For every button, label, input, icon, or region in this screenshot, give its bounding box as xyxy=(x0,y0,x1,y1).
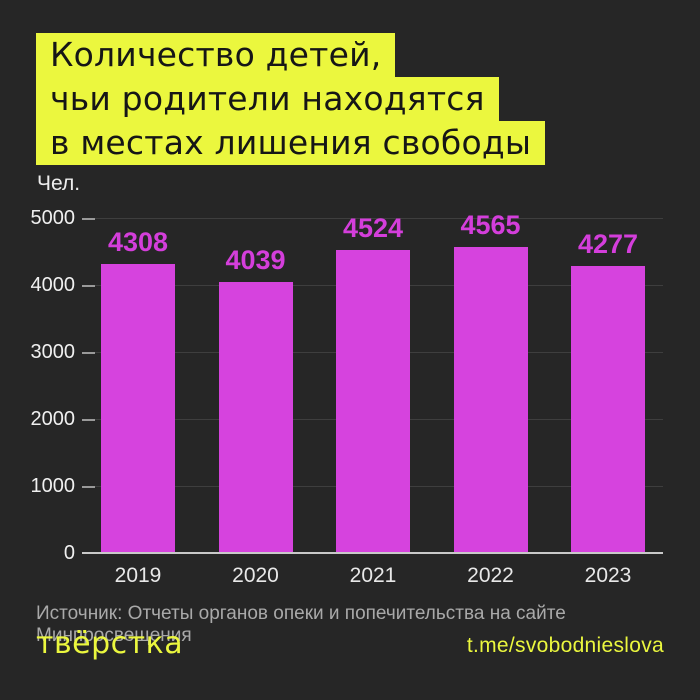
title-line-3: в местах лишения свободы xyxy=(36,121,546,165)
y-axis-tick xyxy=(82,217,95,220)
y-axis-label: 5000 xyxy=(30,207,76,229)
y-axis-tick xyxy=(82,485,95,488)
y-axis-label: 4000 xyxy=(30,274,76,296)
gridline xyxy=(82,218,663,219)
telegram-link[interactable]: t.me/svobodnieslova xyxy=(466,634,664,657)
bar-value-label: 4524 xyxy=(342,212,404,243)
bar xyxy=(453,247,528,553)
title-block: Количество детей, чьи родители находятся… xyxy=(36,33,546,165)
source-note: Источник: Отчеты органов опеки и попечит… xyxy=(36,603,566,646)
x-axis-label: 2022 xyxy=(467,564,514,587)
y-axis-label: 0 xyxy=(63,542,75,564)
bar-value-label: 4039 xyxy=(225,245,286,276)
verstka-logo: твёрстка xyxy=(36,626,184,661)
x-axis-label: 2021 xyxy=(349,564,397,587)
y-axis-tick xyxy=(82,351,95,354)
x-axis-label: 2023 xyxy=(584,564,632,587)
bar xyxy=(101,264,175,553)
title-line-1: Количество детей, xyxy=(36,33,396,77)
x-axis-label: 2019 xyxy=(114,564,162,587)
y-axis-tick xyxy=(82,284,95,287)
y-axis-label: 1000 xyxy=(30,475,76,497)
y-axis-tick xyxy=(82,418,95,421)
bar-value-label: 4565 xyxy=(460,210,521,241)
bar-value-label: 4277 xyxy=(577,229,639,260)
y-axis-label: 3000 xyxy=(30,341,76,363)
y-axis-label: 2000 xyxy=(30,408,76,430)
x-axis-baseline xyxy=(82,552,663,554)
x-axis-label: 2020 xyxy=(232,564,279,587)
title-line-2: чьи родители находятся xyxy=(36,77,499,121)
bar xyxy=(571,266,645,553)
bar xyxy=(336,249,410,553)
bar-value-label: 4308 xyxy=(107,227,169,258)
bar xyxy=(218,282,293,553)
y-axis-unit-label: Чел. xyxy=(37,172,81,195)
